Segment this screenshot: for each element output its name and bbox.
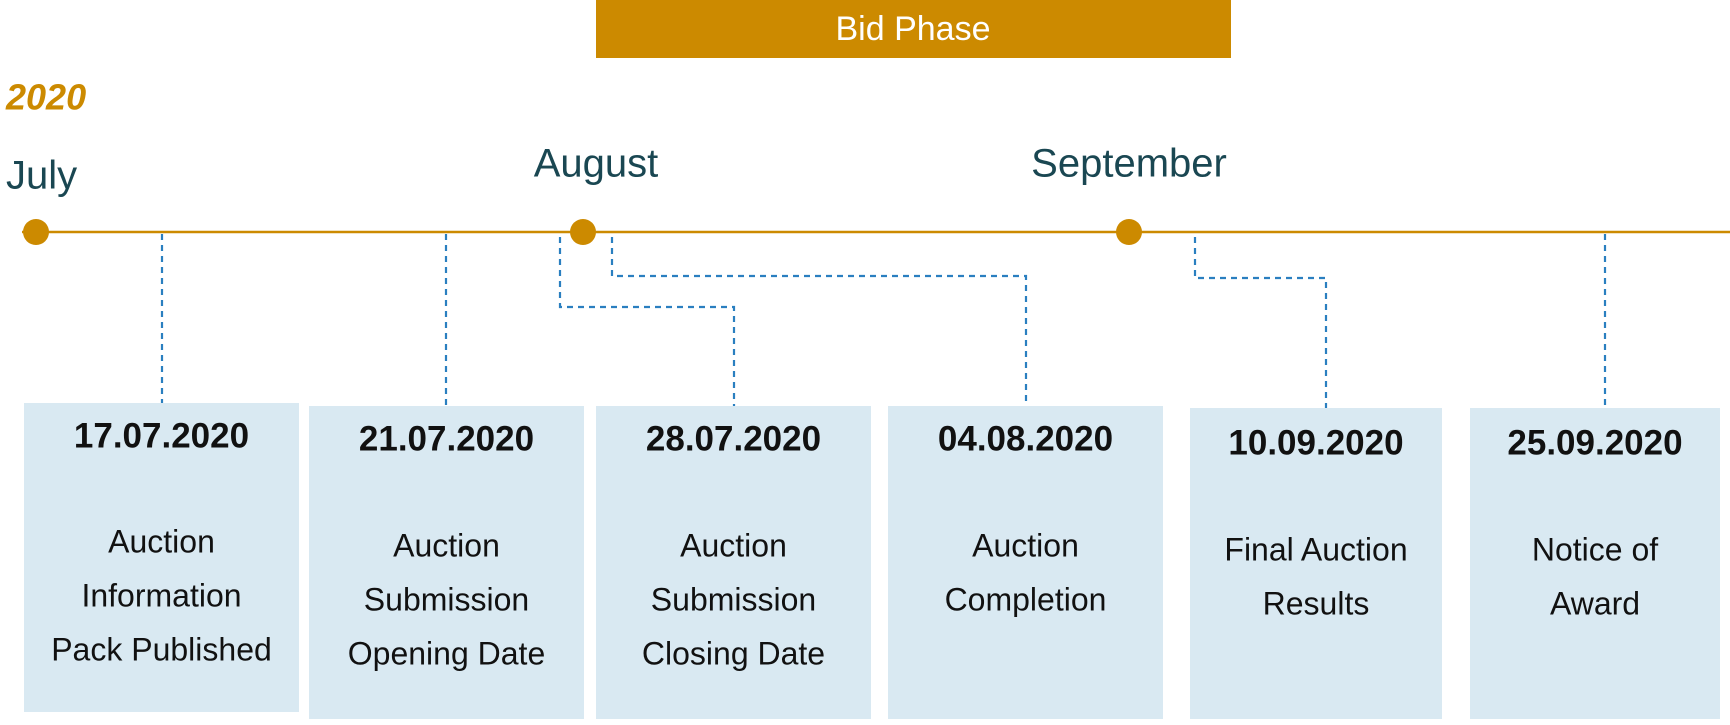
event-date: 04.08.2020 — [938, 419, 1113, 458]
event-label: Auction — [108, 523, 215, 559]
event-box — [888, 406, 1163, 719]
event-label: Submission — [651, 581, 816, 617]
event-date: 25.09.2020 — [1507, 423, 1682, 462]
event-label: Auction — [393, 527, 500, 563]
year-label: 2020 — [5, 77, 86, 118]
event-label: Opening Date — [348, 635, 545, 671]
connector — [610, 237, 1028, 406]
event-label: Results — [1263, 585, 1370, 621]
event-label: Submission — [364, 581, 529, 617]
month-label: September — [1031, 142, 1227, 186]
month-dot — [570, 219, 596, 245]
event-box — [1190, 408, 1442, 719]
event-box — [596, 406, 871, 719]
month-label: July — [6, 154, 77, 198]
event-label: Auction — [972, 527, 1079, 563]
event-box — [1470, 408, 1720, 719]
month-label: August — [534, 142, 659, 186]
connector — [1193, 237, 1328, 408]
event-box — [24, 403, 299, 712]
event-date: 10.09.2020 — [1228, 423, 1403, 462]
event-date: 21.07.2020 — [359, 419, 534, 458]
event-label: Completion — [945, 581, 1107, 617]
connector — [558, 237, 736, 406]
event-label: Award — [1550, 585, 1640, 621]
phase-bar — [596, 0, 1231, 58]
event-label: Auction — [680, 527, 787, 563]
month-dot — [23, 219, 49, 245]
phase-label: Bid Phase — [836, 10, 991, 48]
event-label: Pack Published — [51, 631, 272, 667]
event-label: Closing Date — [642, 635, 825, 671]
event-label: Final Auction — [1224, 531, 1407, 567]
month-dot — [1116, 219, 1142, 245]
event-label: Information — [81, 577, 241, 613]
event-box — [309, 406, 584, 719]
connectors — [160, 234, 1607, 408]
event-label: Notice of — [1532, 531, 1658, 567]
event-date: 17.07.2020 — [74, 416, 249, 455]
event-date: 28.07.2020 — [646, 419, 821, 458]
